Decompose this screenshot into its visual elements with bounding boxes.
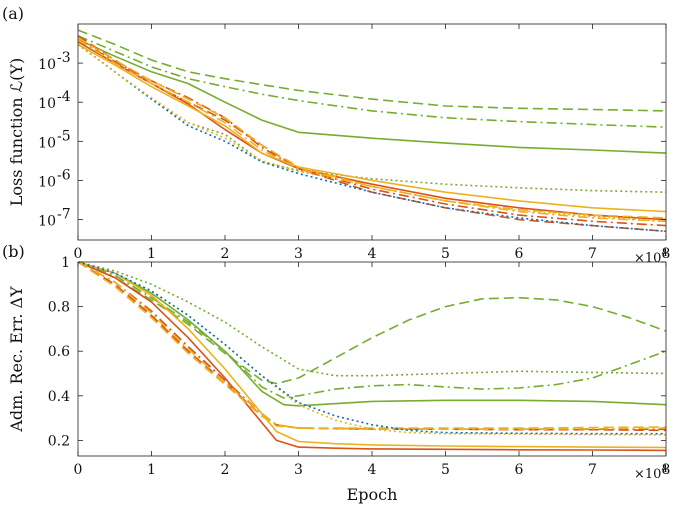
x-tick-label: 8 [662, 246, 671, 262]
y-tick-label: 10 [38, 174, 56, 190]
x-tick-label: 5 [441, 462, 450, 478]
x-axis-label: Epoch [347, 485, 398, 504]
series-line [78, 43, 666, 233]
y-tick-exponent: -5 [57, 128, 71, 144]
x-tick-label: 7 [588, 246, 597, 262]
y-tick-label: 10 [38, 135, 56, 151]
x-tick-label: 1 [147, 462, 156, 478]
series-line [78, 262, 666, 431]
x-multiplier-exp: 4 [661, 464, 667, 475]
panel-label: (b) [2, 242, 25, 261]
x-tick-label: 3 [294, 462, 303, 478]
y-tick-label: 10 [38, 96, 56, 112]
series-line [78, 262, 666, 385]
y-tick-exponent: -6 [57, 167, 71, 183]
y-tick-label: 0.8 [48, 300, 70, 316]
y-axis-label: Loss function ℒ(Y) [7, 58, 26, 206]
x-tick-label: 6 [515, 246, 524, 262]
x-tick-label: 1 [147, 246, 156, 262]
series-line [78, 262, 666, 407]
series-line [78, 262, 666, 449]
x-tick-label: 8 [662, 462, 671, 478]
series-line [78, 35, 666, 233]
x-tick-label: 4 [368, 462, 377, 478]
x-tick-label: 4 [368, 246, 377, 262]
series-line [78, 29, 666, 112]
series-line [78, 262, 666, 431]
x-multiplier-exp: 4 [661, 248, 667, 259]
series-line [78, 262, 666, 436]
series-line [78, 38, 666, 227]
series-group [78, 29, 666, 233]
series-line [78, 262, 666, 432]
y-tick-label: 0.4 [48, 389, 70, 405]
x-tick-label: 5 [441, 246, 450, 262]
axes-box [77, 23, 667, 241]
series-line [78, 38, 666, 223]
x-tick-label: 2 [221, 246, 230, 262]
series-group [78, 262, 666, 452]
series-line [78, 262, 666, 377]
y-axis-label: Adm. Rec. Err. ΔY [7, 286, 26, 433]
x-tick-label: 6 [515, 462, 524, 478]
x-tick-label: 3 [294, 246, 303, 262]
x-tick-label: 0 [74, 462, 83, 478]
x-tick-label: 0 [74, 246, 83, 262]
y-tick-label: 10 [38, 214, 56, 230]
series-line [78, 43, 666, 193]
x-tick-label: 7 [588, 462, 597, 478]
y-tick-label: 1 [61, 255, 70, 271]
x-tick-label: 2 [221, 462, 230, 478]
panel-label: (a) [2, 4, 24, 23]
series-line [78, 38, 666, 154]
y-tick-label: 0.2 [48, 433, 70, 449]
y-tick-exponent: -3 [57, 50, 71, 66]
series-line [78, 262, 666, 429]
series-line [78, 262, 666, 452]
y-tick-label: 10 [38, 57, 56, 73]
series-line [78, 262, 666, 399]
y-tick-exponent: -7 [57, 207, 71, 223]
y-tick-exponent: -4 [57, 89, 71, 105]
x-multiplier: ×104 [634, 464, 668, 482]
y-tick-label: 0.6 [48, 344, 70, 360]
x-multiplier: ×104 [634, 248, 668, 266]
series-line [78, 36, 666, 219]
series-line [78, 262, 666, 435]
series-line [78, 35, 666, 128]
